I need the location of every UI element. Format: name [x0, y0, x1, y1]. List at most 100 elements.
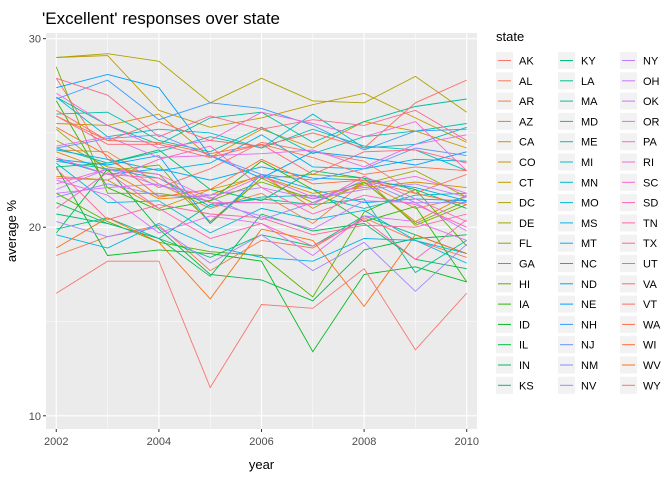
x-tick-label: 2010 — [454, 436, 478, 448]
series-line-nm — [56, 179, 467, 221]
series-line-or — [56, 134, 467, 168]
legend-label: MN — [581, 177, 598, 189]
series-line-al — [56, 217, 467, 272]
series-line-nc — [56, 158, 467, 202]
legend-item-nc: NC — [558, 255, 597, 272]
legend-label: CT — [519, 177, 534, 189]
legend-label: RI — [643, 157, 654, 169]
legend-item-vt: VT — [620, 295, 657, 313]
series-line-ct — [56, 55, 467, 143]
legend-label: CO — [519, 157, 536, 169]
legend-item-or: OR — [620, 112, 660, 130]
x-axis: 2002 2004 2006 2008 2010 — [44, 429, 479, 448]
series-line-sd — [56, 145, 467, 228]
legend-label: SD — [643, 198, 658, 210]
chart-title: 'Excellent' responses over state — [42, 9, 280, 28]
legend-title: state — [496, 29, 524, 44]
y-tick-label: 20 — [29, 222, 41, 234]
legend-label: VT — [643, 299, 657, 311]
series-lines — [55, 53, 468, 389]
x-tick-label: 2008 — [352, 436, 376, 448]
series-line-oh — [56, 183, 467, 232]
legend-item-co: CO — [496, 153, 536, 171]
series-line-nj — [56, 134, 467, 181]
legend-label: WV — [643, 360, 661, 372]
gridlines — [46, 33, 477, 429]
legend-item-nm: NM — [558, 356, 598, 374]
legend-item-me: ME — [558, 133, 598, 151]
series-line-md — [56, 111, 467, 155]
series-line-nh — [56, 79, 467, 151]
legend-item-fl: FL — [496, 234, 532, 252]
series-line-wy — [56, 260, 468, 389]
legend-label: ME — [581, 137, 598, 149]
legend-item-mt: MT — [558, 234, 597, 252]
legend-label: MS — [581, 218, 598, 230]
legend-item-ca: CA — [496, 133, 535, 151]
legend-item-ms: MS — [558, 214, 598, 232]
legend-label: OK — [643, 96, 660, 108]
legend-label: DC — [519, 198, 535, 210]
series-line-ne — [56, 74, 467, 179]
legend-label: UT — [643, 259, 658, 271]
legend-item-ct: CT — [496, 173, 534, 191]
y-axis: 10 20 30 — [29, 34, 46, 423]
legend-item-la: LA — [558, 72, 595, 90]
legend-item-nh: NH — [558, 315, 597, 333]
legend-item-oh: OH — [620, 72, 660, 90]
legend-label: OR — [643, 116, 660, 128]
legend-label: MA — [581, 96, 598, 108]
legend-label: KY — [581, 56, 596, 68]
legend-item-il: IL — [496, 336, 528, 354]
series-line-il — [55, 168, 467, 302]
legend-label: AK — [519, 56, 534, 68]
series-line-ms — [56, 223, 467, 262]
series-line-mi — [56, 160, 467, 209]
legend-item-ar: AR — [496, 92, 534, 110]
legend-label: NH — [581, 319, 597, 331]
series-line-ri — [56, 92, 468, 172]
legend-item-md: MD — [558, 112, 598, 130]
series-line-wa — [56, 115, 467, 175]
legend-label: MI — [581, 157, 593, 169]
legend-label: GA — [519, 259, 536, 271]
legend-item-mn: MN — [558, 173, 598, 191]
legend-item-mo: MO — [558, 194, 599, 212]
legend-label: IA — [519, 299, 530, 311]
x-tick-label: 2006 — [249, 436, 273, 448]
legend-label: NJ — [581, 340, 594, 352]
legend-item-nj: NJ — [558, 336, 594, 354]
legend-label: TN — [643, 218, 658, 230]
x-tick-label: 2004 — [147, 436, 171, 448]
legend-item-wa: WA — [620, 315, 661, 333]
legend-item-ne: NE — [558, 295, 596, 313]
legend-label: NY — [643, 56, 659, 68]
series-line-ga — [55, 66, 467, 225]
legend-label: MO — [581, 198, 599, 210]
legend-label: AZ — [519, 116, 533, 128]
legend-label: CA — [519, 137, 535, 149]
legend-item-hi: HI — [496, 275, 530, 293]
legend-item-ut: UT — [620, 255, 658, 272]
legend-label: AL — [519, 76, 532, 88]
x-axis-title: year — [249, 457, 275, 472]
series-line-sc — [56, 157, 467, 223]
legend-item-az: AZ — [496, 112, 533, 130]
legend-item-mi: MI — [558, 153, 593, 171]
legend-label: FL — [519, 238, 532, 250]
legend-item-ky: KY — [558, 52, 596, 69]
legend-item-ia: IA — [496, 295, 530, 313]
legend-label: NV — [581, 380, 597, 392]
series-line-wi — [56, 126, 467, 206]
series-line-vt — [56, 79, 467, 149]
legend-item-va: VA — [620, 275, 658, 293]
series-line-la — [56, 198, 467, 274]
legend-label: SC — [643, 177, 658, 189]
legend-item-ma: MA — [558, 92, 598, 110]
y-tick-label: 10 — [29, 411, 41, 423]
legend-item-ok: OK — [620, 92, 660, 110]
legend-item-sc: SC — [620, 173, 658, 191]
legend-item-wi: WI — [620, 336, 656, 354]
legend-item-ga: GA — [496, 255, 536, 272]
